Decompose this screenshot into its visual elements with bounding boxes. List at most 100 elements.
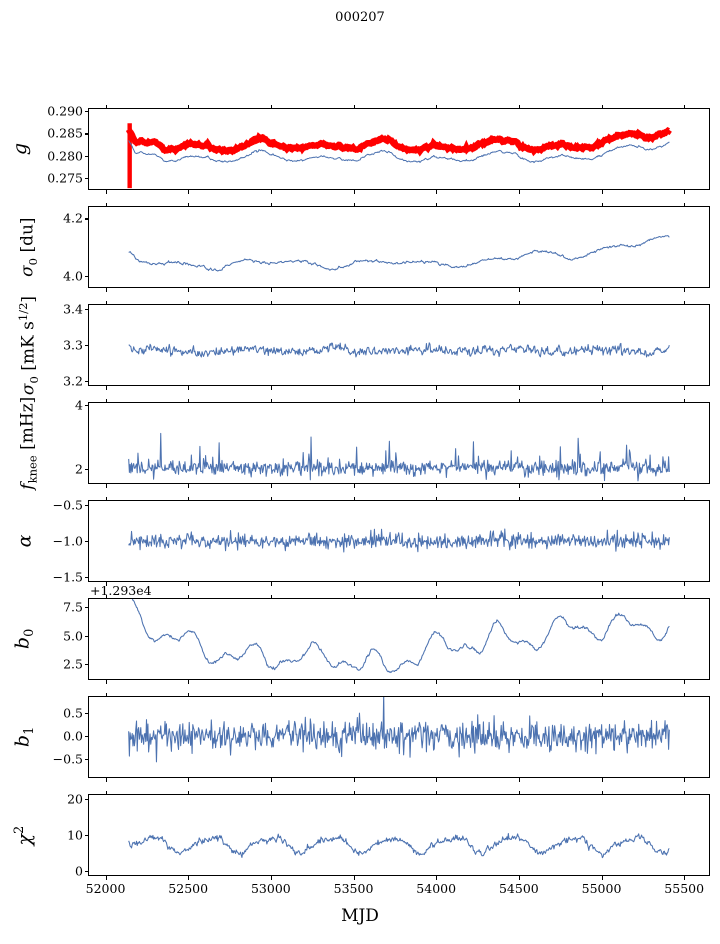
x-tick-mark (601, 385, 603, 390)
x-tick-mark-top (436, 202, 438, 207)
y-axis-label-0: g (9, 142, 32, 156)
x-tick-mark (270, 483, 272, 488)
x-tick-mark-top (684, 496, 686, 501)
y-tick-label: 4.2 (63, 210, 83, 226)
y-tick-label: 5.0 (63, 628, 83, 644)
x-tick-mark (601, 581, 603, 586)
x-tick-mark-top (270, 104, 272, 109)
x-tick-mark-top (684, 104, 686, 109)
x-tick-mark (105, 679, 107, 684)
x-tick-mark (436, 581, 438, 586)
x-tick-mark-top (353, 104, 355, 109)
x-tick-mark (270, 385, 272, 390)
x-tick-label: 52500 (168, 881, 209, 896)
x-tick-mark-top (270, 496, 272, 501)
x-tick-mark-top (436, 692, 438, 697)
y-tick-mark (84, 155, 89, 157)
plot-area-3 (128, 432, 670, 482)
x-tick-mark (270, 777, 272, 782)
x-tick-mark (270, 581, 272, 586)
y-tick-label: 2 (75, 461, 83, 477)
y-tick-label: 20 (67, 791, 83, 807)
series-gain-blue (128, 140, 670, 164)
y-tick-label: 0.5 (63, 705, 83, 721)
x-tick-mark (518, 581, 520, 586)
x-tick-label: 52000 (85, 881, 126, 896)
x-tick-mark-top (436, 790, 438, 795)
x-tick-mark-top (270, 594, 272, 599)
x-tick-label: 54500 (498, 881, 539, 896)
x-tick-mark (353, 581, 355, 586)
x-tick-mark-top (518, 202, 520, 207)
x-tick-mark (105, 875, 107, 880)
y-tick-label: 0.285 (47, 125, 83, 141)
y-tick-mark (84, 735, 89, 737)
x-tick-mark (188, 679, 190, 684)
plot-area-1 (128, 235, 670, 272)
x-tick-mark (188, 287, 190, 292)
x-tick-mark (684, 385, 686, 390)
series-b0 (131, 599, 670, 674)
x-tick-label: 53500 (333, 881, 374, 896)
y-axis-label-5: b0 (11, 628, 38, 650)
x-tick-mark (436, 777, 438, 782)
x-tick-mark-top (105, 692, 107, 697)
x-tick-mark (436, 385, 438, 390)
y-tick-mark (84, 218, 89, 220)
y-tick-label: 4 (75, 397, 83, 413)
panel-b0: 2.5 5.0 7.5 (63, 594, 710, 684)
panel-b1: −0.5 0.0 0.5 (53, 692, 710, 782)
x-tick-mark-top (601, 202, 603, 207)
x-tick-mark (188, 875, 190, 880)
x-tick-mark-top (105, 594, 107, 599)
x-tick-mark (684, 581, 686, 586)
x-tick-mark-top (518, 398, 520, 403)
x-tick-mark-top (684, 594, 686, 599)
x-tick-mark (188, 777, 190, 782)
x-tick-mark (518, 679, 520, 684)
y-tick-mark (84, 871, 89, 873)
x-tick-mark-top (188, 692, 190, 697)
x-tick-mark-top (105, 104, 107, 109)
x-tick-mark-top (270, 202, 272, 207)
y-tick-label: 3.3 (63, 337, 83, 353)
y-tick-label: 0.280 (47, 148, 83, 164)
x-tick-label: 55500 (664, 881, 705, 896)
x-tick-mark-top (684, 790, 686, 795)
y-tick-label: 2.5 (63, 656, 83, 672)
y-tick-mark (84, 177, 89, 179)
y-tick-label: −1.0 (52, 533, 83, 549)
x-tick-mark (105, 189, 107, 194)
series-chi2 (128, 833, 670, 859)
x-tick-mark (436, 679, 438, 684)
y-tick-mark (84, 381, 89, 383)
figure-title: 000207 (335, 10, 385, 25)
x-tick-mark-top (105, 202, 107, 207)
x-tick-mark (353, 385, 355, 390)
y-tick-mark (84, 468, 89, 470)
plot-area-6 (128, 697, 670, 763)
x-tick-mark (684, 189, 686, 194)
x-tick-mark-top (601, 594, 603, 599)
y-tick-label: 0.290 (47, 103, 83, 119)
x-tick-mark-top (105, 790, 107, 795)
x-tick-mark (601, 777, 603, 782)
x-tick-mark-top (270, 692, 272, 697)
y-tick-mark (84, 758, 89, 760)
x-tick-mark-top (601, 496, 603, 501)
x-tick-mark (353, 189, 355, 194)
x-tick-mark-top (436, 300, 438, 305)
x-tick-mark (188, 385, 190, 390)
y-axis-label-3: fknee [mHz] (16, 396, 40, 490)
x-tick-mark (518, 483, 520, 488)
y-tick-label: 7.5 (63, 599, 83, 615)
x-tick-mark-top (518, 300, 520, 305)
y-tick-mark (84, 404, 89, 406)
x-tick-mark-top (188, 398, 190, 403)
x-tick-mark-top (353, 496, 355, 501)
x-tick-mark (105, 581, 107, 586)
y-tick-label: −0.5 (52, 751, 83, 767)
plot-area-4 (128, 528, 670, 553)
